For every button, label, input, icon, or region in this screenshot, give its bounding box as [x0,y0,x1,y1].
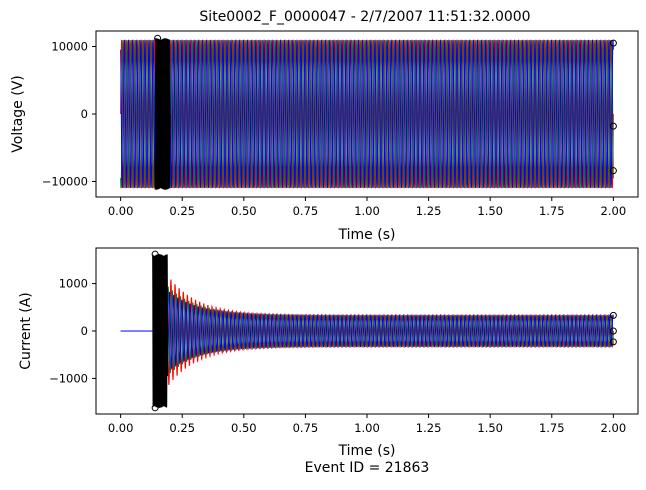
event-id-footer: Event ID = 21863 [305,460,430,476]
voltage-x-tick-label: 1.25 [416,204,442,218]
voltage-y-tick-label: 0 [81,107,88,121]
current-x-tick-label: 0.25 [169,421,195,435]
current-x-tick-label: 0.00 [108,421,134,435]
current-x-tick-label: 2.00 [601,421,627,435]
current-series-line-2 [120,279,614,385]
voltage-plot-area [120,34,617,190]
current-event-marker [151,404,159,412]
voltage-x-tick-label: 0.50 [231,204,257,218]
current-x-tick-label: 1.75 [539,421,565,435]
voltage-event-marker [154,34,162,42]
current-y-tick-label: −1000 [49,371,88,385]
voltage-x-tick-label: 1.50 [477,204,503,218]
current-x-tick-label: 1.50 [477,421,503,435]
voltage-event-burst [154,38,171,190]
current-y-axis-label: Current (A) [18,292,34,370]
current-plot-area [120,250,617,412]
voltage-series-line-0 [120,39,614,189]
voltage-x-tick-label: 0.00 [108,204,134,218]
current-x-axis-label: Time (s) [338,443,396,459]
voltage-y-tick-label: −10000 [42,174,88,188]
voltage-ticks: 0.00 0.25 0.50 0.75 1.00 1.25 1.50 1.75 2.00 −100… [42,40,626,218]
figure-title: Site0002_F_0000047 - 2/7/2007 11:51:32.0… [199,9,530,25]
voltage-chart: 0.00 0.25 0.50 0.75 1.00 1.25 1.50 1.75 2.00 −100… [10,30,639,243]
current-chart: 0.00 0.25 0.50 0.75 1.00 1.25 1.50 1.75 2.00 −100… [18,247,639,459]
current-x-tick-label: 1.00 [354,421,380,435]
current-end-marker [609,311,617,319]
current-event-marker [151,250,159,258]
current-series-line-0 [120,260,614,405]
current-series-line-1 [120,271,614,387]
voltage-series-line-2 [120,39,614,189]
voltage-end-marker [609,39,617,47]
current-end-marker [609,327,617,335]
voltage-x-axis-label: Time (s) [338,227,396,243]
voltage-end-marker [609,122,617,130]
current-ticks: 0.00 0.25 0.50 0.75 1.00 1.25 1.50 1.75 2.00 −100… [49,277,626,435]
current-y-tick-label: 0 [81,324,88,338]
current-end-marker [609,338,617,346]
current-x-tick-label: 0.75 [293,421,319,435]
voltage-end-marker [609,167,617,175]
current-event-burst [152,254,169,408]
voltage-x-tick-label: 1.00 [354,204,380,218]
voltage-x-tick-label: 0.75 [293,204,319,218]
voltage-x-tick-label: 1.75 [539,204,565,218]
voltage-series-line-1 [120,39,614,189]
voltage-y-tick-label: 10000 [51,40,88,54]
current-x-tick-label: 0.50 [231,421,257,435]
voltage-x-tick-label: 2.00 [601,204,627,218]
voltage-y-axis-label: Voltage (V) [10,75,26,152]
voltage-x-tick-label: 0.25 [169,204,195,218]
current-y-tick-label: 1000 [59,277,88,291]
current-x-tick-label: 1.25 [416,421,442,435]
